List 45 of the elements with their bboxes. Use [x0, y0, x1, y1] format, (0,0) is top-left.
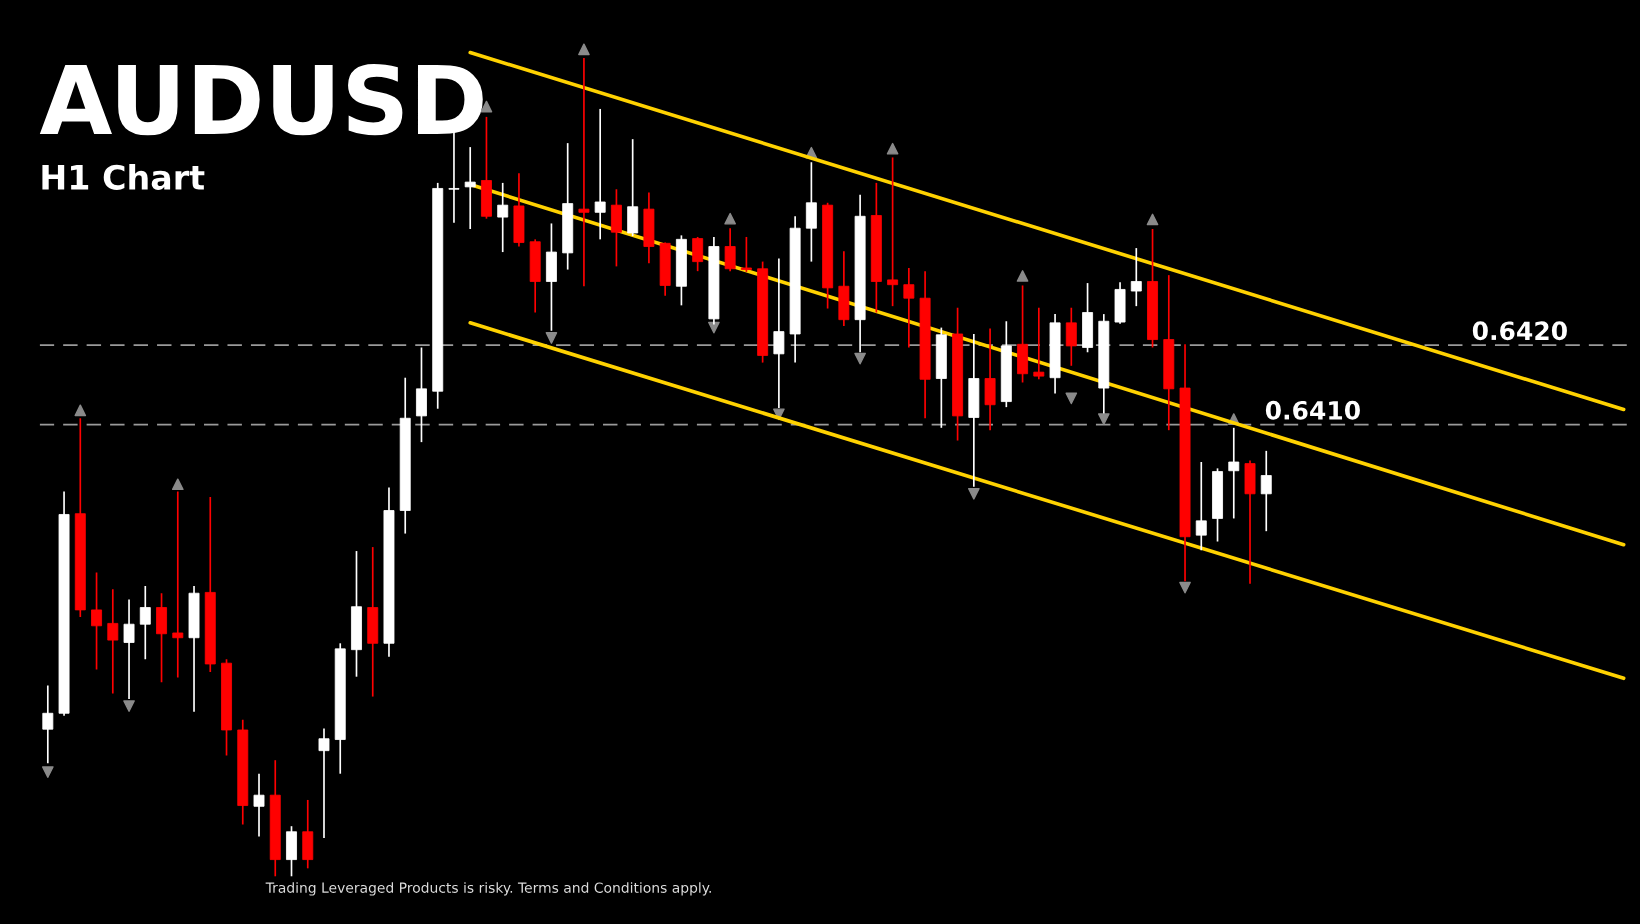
- candlestick: [497, 182, 509, 253]
- point: [545, 332, 558, 344]
- candlestick: [464, 146, 476, 230]
- point: [886, 142, 899, 155]
- point: [1016, 270, 1029, 282]
- candlestick: [724, 227, 736, 272]
- point: [74, 404, 87, 417]
- point: [41, 766, 54, 778]
- candlestick: [139, 585, 151, 661]
- point: [1065, 392, 1078, 405]
- candlestick: [42, 684, 54, 765]
- point: [1179, 581, 1191, 594]
- point: [171, 478, 184, 491]
- candlestick: [903, 267, 915, 349]
- text: AUDUSD: [39, 63, 483, 136]
- text: H1 Chart: [42, 164, 205, 190]
- ref-line-label: 0.6420: [1472, 321, 1567, 341]
- point: [123, 700, 135, 712]
- candlestick: [172, 490, 184, 679]
- candlestick: [594, 108, 606, 241]
- point: [1146, 213, 1159, 226]
- point: [854, 352, 866, 365]
- candlestick: [578, 57, 590, 288]
- point: [724, 212, 736, 225]
- candlestick: [887, 156, 899, 307]
- candlestick: [740, 236, 752, 273]
- point: [1097, 413, 1110, 425]
- candlestick: [91, 571, 103, 671]
- candlestick: [1260, 450, 1272, 533]
- ref-line-label: 0.6410: [1265, 400, 1360, 420]
- point: [578, 43, 590, 56]
- candlestick: [1065, 306, 1077, 367]
- point: [967, 487, 980, 500]
- candlestick: [773, 257, 785, 409]
- point: [708, 321, 720, 334]
- candlestick: [1033, 306, 1045, 381]
- candlestick: [692, 236, 704, 272]
- candlestick: [107, 588, 119, 695]
- candlestick: [123, 598, 135, 700]
- candlestick: [253, 772, 265, 838]
- candlestick: [1195, 461, 1207, 552]
- candlestick: [1228, 426, 1240, 520]
- annotation: Trading Leveraged Products is risky. Terms and Conditions apply.: [265, 882, 711, 896]
- candlestick: [318, 727, 330, 839]
- candlestick: [1130, 247, 1142, 307]
